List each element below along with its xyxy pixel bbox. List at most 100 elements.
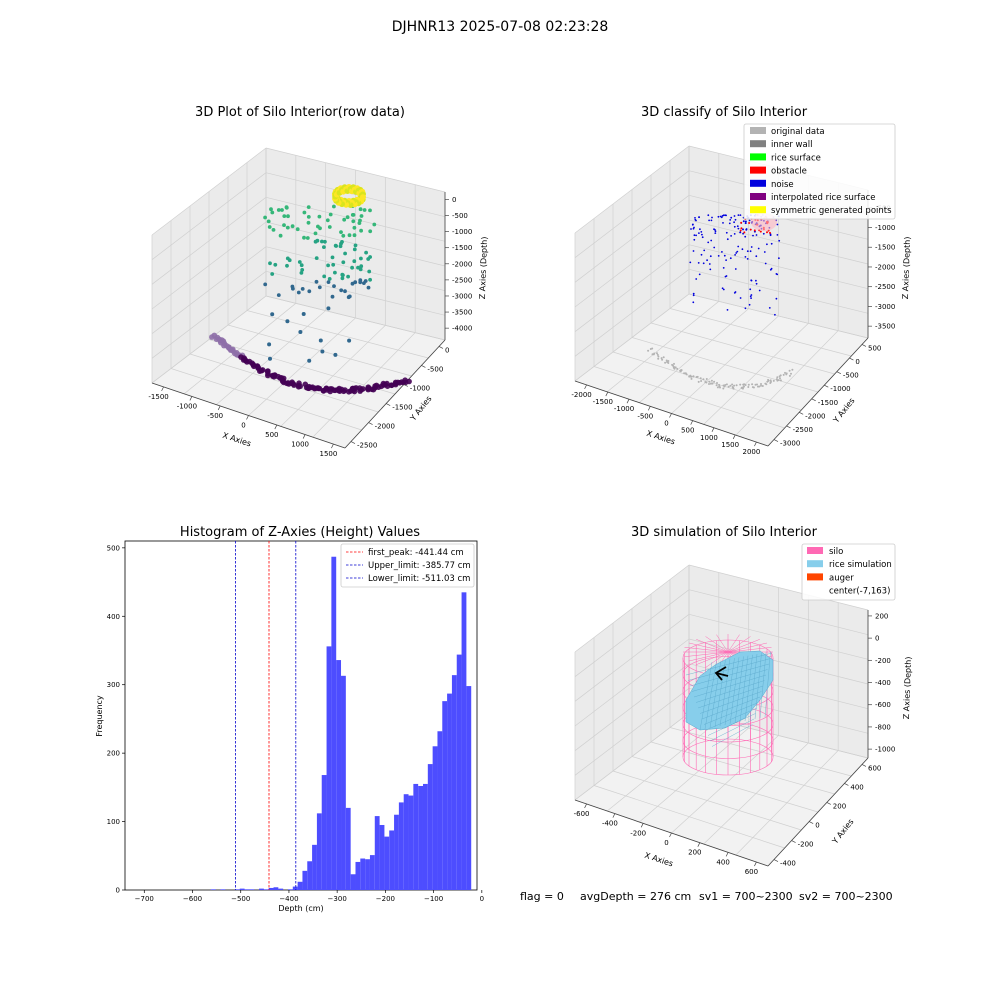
data-point (757, 247, 760, 250)
data-point (693, 234, 696, 237)
grid-line (688, 589, 869, 636)
data-point (743, 385, 745, 388)
data-point (339, 288, 344, 293)
data-point (725, 231, 728, 234)
data-point (692, 223, 694, 226)
data-point (769, 231, 771, 234)
data-point (736, 250, 739, 253)
data-point (779, 379, 782, 382)
grid-line (669, 308, 852, 357)
data-point (313, 231, 318, 236)
legend-frame (801, 543, 896, 601)
data-point (323, 239, 327, 244)
data-point (776, 376, 779, 379)
data-point (742, 220, 745, 223)
hist-bar (413, 783, 419, 890)
y-tick-mark (791, 840, 796, 843)
data-point (297, 383, 304, 390)
rice-mesh-line (724, 657, 735, 726)
rice-mesh-line (703, 702, 759, 725)
panel-sim-3d-box (574, 564, 869, 867)
legend-swatch (750, 140, 766, 148)
data-point (779, 377, 781, 380)
x-tick-mark (697, 842, 701, 847)
legend-label: center(-7,163) (829, 587, 890, 597)
data-point (700, 253, 703, 256)
data-point (689, 374, 692, 377)
data-point (698, 216, 700, 219)
data-point (325, 218, 330, 223)
grid-line (151, 147, 267, 236)
data-point (297, 260, 302, 264)
z-tick-label: -800 (875, 723, 891, 731)
data-point (766, 380, 769, 383)
data-point (341, 260, 346, 265)
data-point (372, 222, 377, 227)
data-point (764, 262, 767, 265)
data-point (268, 261, 272, 266)
data-point (296, 290, 301, 295)
data-point (356, 265, 360, 270)
y-tick-mark (438, 346, 444, 349)
data-point (701, 236, 704, 239)
data-point (327, 225, 332, 229)
data-point (299, 263, 304, 268)
x-tick-mark (732, 434, 736, 440)
y-tick-label: -1500 (818, 399, 838, 407)
data-point (683, 372, 686, 375)
rice-mesh-line (764, 651, 771, 718)
panel-classify-title: 3D classify of Silo Interior (641, 105, 808, 120)
data-point (367, 269, 372, 274)
grid-line (574, 170, 690, 258)
legend-label: obstacle (771, 167, 807, 177)
z-tick-label: -1000 (452, 228, 472, 236)
grid-line (574, 589, 690, 677)
data-point (693, 226, 695, 229)
x-tick-label: 200 (688, 849, 701, 857)
data-point (345, 215, 350, 220)
x-tick-mark (754, 861, 757, 867)
legend-frame (340, 543, 475, 588)
data-point (273, 262, 278, 267)
legend-label: Upper_limit: -385.77 cm (368, 561, 471, 571)
data-point (749, 295, 752, 298)
data-point (690, 228, 692, 230)
z-tick-label: -200 (875, 657, 891, 665)
data-point (750, 294, 753, 296)
y-tick-mark (386, 403, 391, 406)
y-tick-mark (836, 371, 842, 374)
data-point (651, 353, 654, 356)
data-point (267, 342, 272, 347)
x-tick-label: -1000 (177, 402, 197, 410)
data-point (710, 379, 713, 382)
panel-sim-z-ticks: 200 0 -200 -400 -600 -800 -1000 (868, 612, 895, 754)
figure-suptitle: DJHNR13 2025-07-08 02:23:28 (392, 19, 609, 35)
data-point (713, 246, 716, 249)
x-tick-label: −100 (424, 895, 443, 903)
hist-bar (437, 731, 443, 890)
data-point (717, 255, 720, 257)
data-point (734, 218, 737, 221)
data-point (332, 284, 336, 288)
data-point (724, 275, 727, 278)
data-point (265, 372, 271, 379)
data-point (306, 205, 311, 210)
x-tick-label: 400 (716, 858, 729, 866)
data-point (676, 367, 679, 370)
data-point (734, 268, 737, 270)
data-point (359, 214, 364, 218)
data-point (750, 246, 753, 248)
data-point (667, 360, 670, 362)
data-point (770, 380, 772, 383)
data-point (755, 282, 758, 285)
data-point (306, 220, 311, 225)
data-point (732, 386, 735, 389)
data-point (742, 228, 744, 231)
data-point (362, 281, 366, 285)
legend-swatch (807, 560, 823, 568)
panel-sim-x-ticks: -600 -400 -200 0 200 400 600 (574, 803, 758, 876)
hist-bar (234, 889, 240, 890)
data-point (735, 252, 738, 254)
data-point (333, 243, 338, 248)
